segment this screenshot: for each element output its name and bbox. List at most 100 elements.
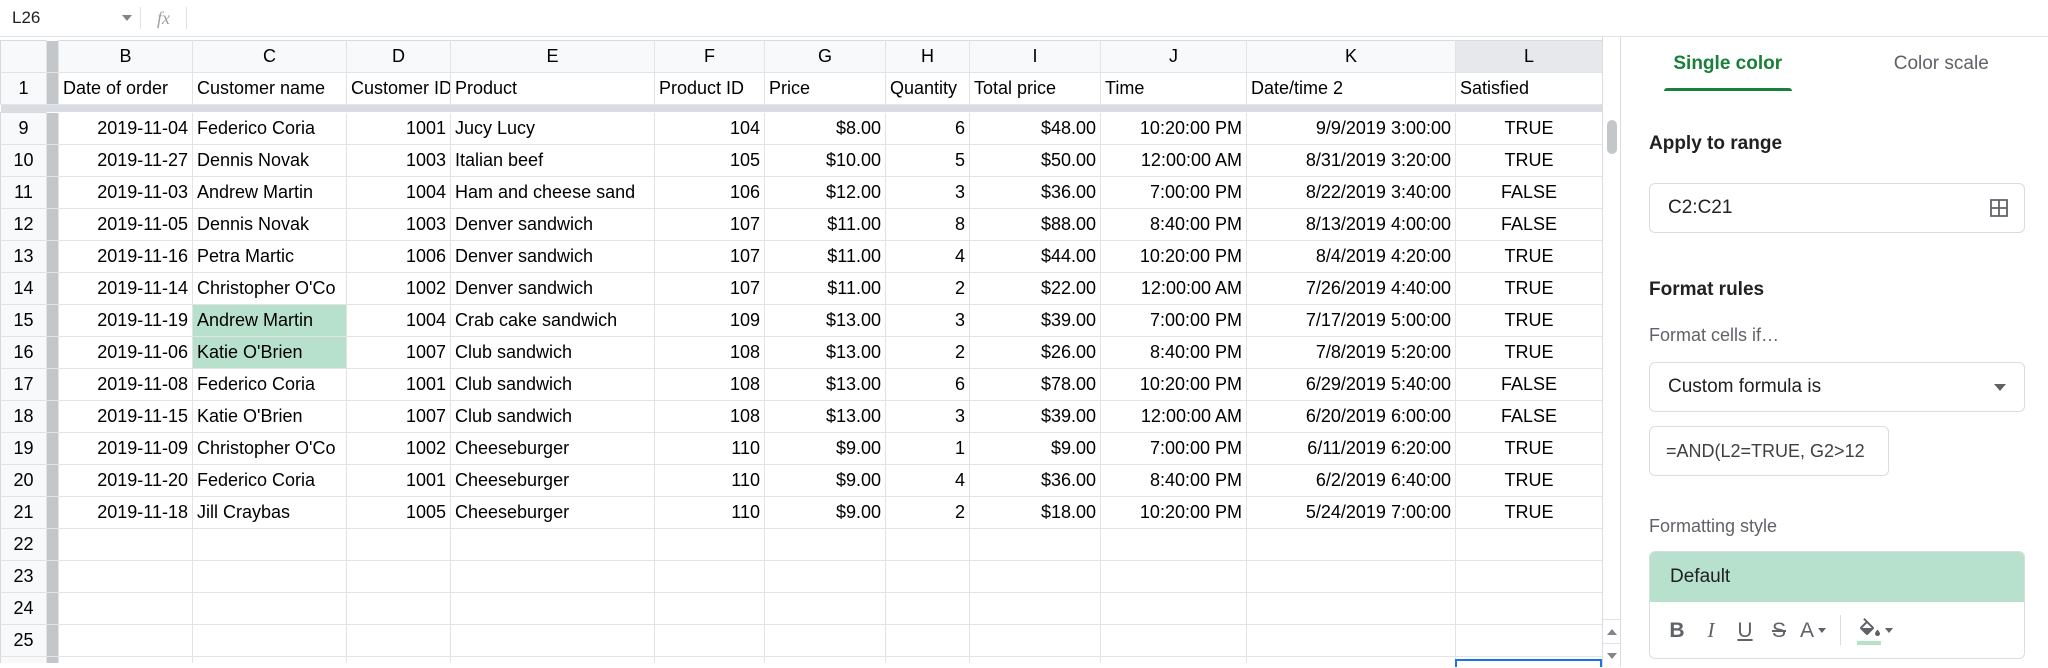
column-header-B[interactable]: B <box>59 41 193 73</box>
cell[interactable]: 8/4/2019 4:20:00 <box>1247 241 1456 273</box>
cell[interactable]: 107 <box>655 241 765 273</box>
cell[interactable] <box>1456 593 1603 625</box>
cell[interactable]: 6 <box>886 369 970 401</box>
cell[interactable] <box>1247 529 1456 561</box>
cell[interactable]: 12:00:00 AM <box>1101 145 1247 177</box>
select-data-range-icon[interactable] <box>1988 197 2010 219</box>
cell[interactable] <box>451 529 655 561</box>
cell[interactable]: 105 <box>655 145 765 177</box>
cell[interactable]: 2019-11-27 <box>59 145 193 177</box>
row-header-12[interactable]: 12 <box>1 209 47 241</box>
cell[interactable]: 108 <box>655 369 765 401</box>
cell[interactable]: $11.00 <box>765 209 886 241</box>
cell[interactable]: $78.00 <box>970 369 1101 401</box>
cell[interactable]: Jill Craybas <box>193 497 347 529</box>
cell[interactable]: $9.00 <box>765 497 886 529</box>
cell[interactable]: 2019-11-05 <box>59 209 193 241</box>
cell[interactable]: Cheeseburger <box>451 433 655 465</box>
cell[interactable]: 5 <box>886 145 970 177</box>
cell[interactable] <box>970 657 1101 663</box>
cell[interactable] <box>59 529 193 561</box>
cell[interactable]: $13.00 <box>765 369 886 401</box>
cell[interactable]: $13.00 <box>765 305 886 337</box>
cell[interactable]: 1002 <box>347 273 451 305</box>
cell[interactable]: Club sandwich <box>451 401 655 433</box>
cell[interactable]: TRUE <box>1456 273 1603 305</box>
cell[interactable] <box>59 593 193 625</box>
cell[interactable]: 1007 <box>347 337 451 369</box>
cell[interactable]: 1002 <box>347 433 451 465</box>
cell[interactable]: 6/29/2019 5:40:00 <box>1247 369 1456 401</box>
cell[interactable] <box>1456 625 1603 657</box>
cell[interactable]: 2019-11-08 <box>59 369 193 401</box>
cell[interactable]: 1001 <box>347 465 451 497</box>
cell[interactable] <box>1247 657 1456 663</box>
cell[interactable]: Italian beef <box>451 145 655 177</box>
cell[interactable]: 106 <box>655 177 765 209</box>
cell[interactable] <box>1456 561 1603 593</box>
cell[interactable]: 1001 <box>347 369 451 401</box>
cell[interactable]: 110 <box>655 497 765 529</box>
cell[interactable]: TRUE <box>1456 145 1603 177</box>
cell[interactable]: 1003 <box>347 209 451 241</box>
row-header-13[interactable]: 13 <box>1 241 47 273</box>
cell[interactable] <box>1101 625 1247 657</box>
cell[interactable]: Federico Coria <box>193 113 347 145</box>
scroll-down-button[interactable] <box>1603 643 1620 668</box>
cell[interactable]: $9.00 <box>765 433 886 465</box>
cell[interactable] <box>1247 561 1456 593</box>
cell[interactable]: 2019-11-20 <box>59 465 193 497</box>
cell[interactable]: $88.00 <box>970 209 1101 241</box>
cell[interactable]: 6/2/2019 6:40:00 <box>1247 465 1456 497</box>
cell[interactable]: $13.00 <box>765 401 886 433</box>
cell[interactable]: TRUE <box>1456 465 1603 497</box>
cell[interactable]: Andrew Martin <box>193 305 347 337</box>
cell[interactable]: Dennis Novak <box>193 209 347 241</box>
cell[interactable] <box>347 625 451 657</box>
cell[interactable]: TRUE <box>1456 337 1603 369</box>
cell[interactable]: Price <box>765 73 886 105</box>
cell[interactable]: Cheeseburger <box>451 465 655 497</box>
cell[interactable]: Total price <box>970 73 1101 105</box>
cell[interactable] <box>886 625 970 657</box>
cell[interactable]: 8/13/2019 4:00:00 <box>1247 209 1456 241</box>
cell[interactable]: TRUE <box>1456 241 1603 273</box>
cell[interactable] <box>765 593 886 625</box>
cell[interactable] <box>886 657 970 663</box>
cell[interactable]: 5/24/2019 7:00:00 <box>1247 497 1456 529</box>
cell[interactable]: 7/26/2019 4:40:00 <box>1247 273 1456 305</box>
cell[interactable]: 108 <box>655 337 765 369</box>
cell[interactable] <box>886 529 970 561</box>
tab-color-scale[interactable]: Color scale <box>1835 37 2048 91</box>
row-header-22[interactable]: 22 <box>1 529 47 561</box>
cell[interactable]: Dennis Novak <box>193 145 347 177</box>
cell[interactable]: Club sandwich <box>451 369 655 401</box>
cell[interactable]: $10.00 <box>765 145 886 177</box>
vertical-scrollbar[interactable] <box>1602 37 1620 667</box>
cell[interactable] <box>765 657 886 663</box>
fill-color-button[interactable] <box>1857 618 1893 642</box>
cell[interactable] <box>655 561 765 593</box>
row-header-20[interactable]: 20 <box>1 465 47 497</box>
cell[interactable] <box>655 529 765 561</box>
cell[interactable] <box>347 593 451 625</box>
cell[interactable] <box>451 593 655 625</box>
cell[interactable]: 12:00:00 AM <box>1101 273 1247 305</box>
cell[interactable]: $11.00 <box>765 241 886 273</box>
text-color-button[interactable]: A <box>1796 620 1830 641</box>
cell[interactable]: TRUE <box>1456 497 1603 529</box>
cell[interactable] <box>451 561 655 593</box>
cell[interactable] <box>1247 625 1456 657</box>
column-header-F[interactable]: F <box>655 41 765 73</box>
cell[interactable] <box>765 529 886 561</box>
cell[interactable]: 6/20/2019 6:00:00 <box>1247 401 1456 433</box>
cell[interactable]: 8:40:00 PM <box>1101 465 1247 497</box>
cell[interactable]: $48.00 <box>970 113 1101 145</box>
cell[interactable] <box>347 529 451 561</box>
cell[interactable]: 1004 <box>347 177 451 209</box>
cell[interactable] <box>193 657 347 663</box>
row-header-21[interactable]: 21 <box>1 497 47 529</box>
cell[interactable]: Product <box>451 73 655 105</box>
cell[interactable]: 2 <box>886 337 970 369</box>
cell[interactable] <box>886 593 970 625</box>
